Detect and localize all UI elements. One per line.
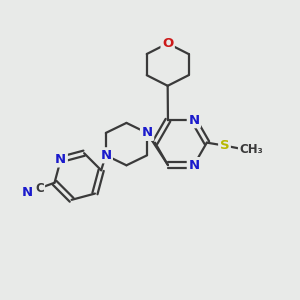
- Text: C: C: [35, 182, 44, 195]
- Text: N: N: [142, 126, 153, 140]
- Text: N: N: [21, 186, 32, 199]
- Text: CH₃: CH₃: [239, 142, 263, 156]
- Text: N: N: [100, 149, 111, 162]
- Text: O: O: [162, 37, 173, 50]
- Text: N: N: [55, 153, 66, 166]
- Text: N: N: [188, 159, 200, 172]
- Text: N: N: [188, 114, 200, 127]
- Text: S: S: [220, 139, 229, 152]
